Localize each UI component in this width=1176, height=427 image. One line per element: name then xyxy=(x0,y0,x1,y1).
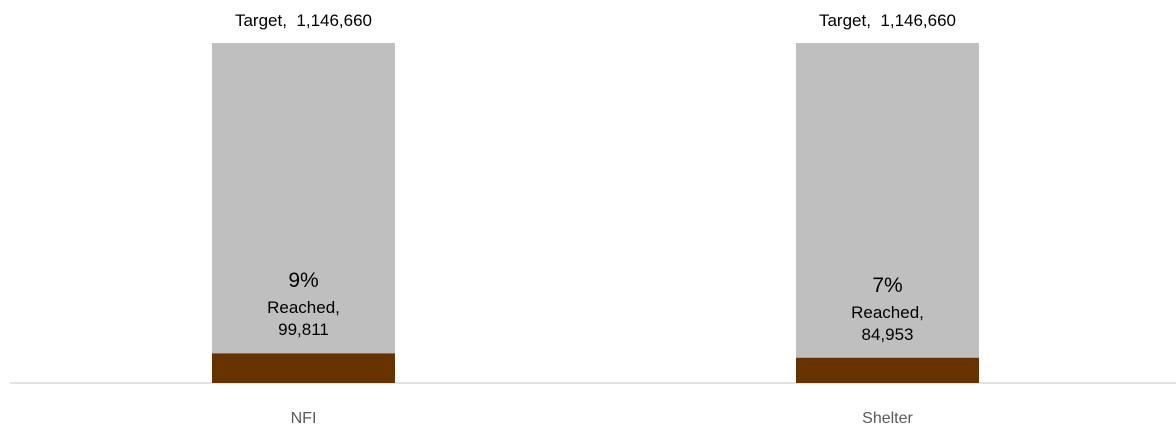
target-label: Target, 1,146,660 xyxy=(234,11,373,30)
reached-bar xyxy=(212,353,395,383)
target-bar xyxy=(212,43,395,383)
target-label: Target, 1,146,660 xyxy=(818,11,957,30)
reached-bar xyxy=(796,357,979,383)
reached-label: Reached, 84,953 xyxy=(851,302,924,344)
target-bar xyxy=(796,43,979,383)
x-tick-label: Shelter xyxy=(862,410,913,427)
x-tick-label: NFI xyxy=(290,410,317,427)
percent-label: 7% xyxy=(872,273,903,297)
reached-label: Reached, 99,811 xyxy=(267,298,340,340)
percent-label: 9% xyxy=(288,269,319,293)
